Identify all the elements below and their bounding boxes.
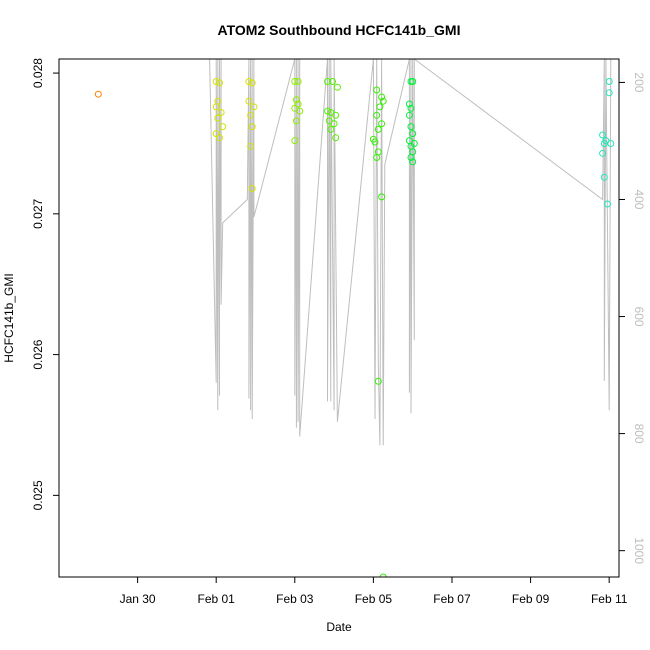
data-point bbox=[374, 125, 382, 133]
data-point bbox=[405, 100, 413, 108]
data-point bbox=[409, 130, 417, 138]
y-tick-label: 0.028 bbox=[31, 58, 45, 88]
data-point bbox=[378, 120, 386, 128]
data-point bbox=[599, 131, 607, 139]
data-point bbox=[294, 78, 302, 85]
y-tick-label: 0.026 bbox=[31, 339, 45, 369]
data-point bbox=[291, 137, 299, 145]
data-point bbox=[371, 138, 379, 146]
data-point bbox=[332, 134, 340, 142]
data-point bbox=[247, 142, 255, 150]
data-point bbox=[374, 377, 382, 385]
data-point bbox=[407, 104, 415, 112]
data-point bbox=[291, 78, 299, 85]
data-point bbox=[245, 97, 253, 105]
data-point bbox=[214, 114, 222, 122]
data-point bbox=[600, 173, 608, 181]
data-point bbox=[296, 107, 304, 115]
data-point bbox=[94, 90, 102, 98]
right-tick-label: 400 bbox=[632, 189, 646, 209]
data-point bbox=[212, 78, 220, 85]
right-tick-label: 600 bbox=[632, 307, 646, 327]
data-point bbox=[330, 120, 338, 128]
x-tick-label: Feb 03 bbox=[276, 592, 314, 606]
data-point bbox=[329, 78, 336, 85]
data-point bbox=[212, 103, 220, 111]
data-point bbox=[607, 140, 615, 147]
data-point bbox=[379, 573, 387, 577]
data-point bbox=[217, 109, 225, 116]
data-point bbox=[324, 78, 331, 85]
data-point bbox=[409, 158, 417, 166]
data-point bbox=[604, 200, 611, 208]
data-point bbox=[294, 100, 302, 108]
data-point bbox=[407, 154, 415, 161]
data-point bbox=[379, 97, 387, 105]
x-tick-label: Jan 30 bbox=[120, 592, 156, 606]
data-point bbox=[248, 123, 256, 131]
data-point bbox=[605, 78, 613, 85]
x-tick-label: Feb 01 bbox=[198, 592, 236, 606]
data-point bbox=[245, 78, 253, 85]
x-tick-label: Feb 11 bbox=[591, 592, 628, 606]
x-tick-label: Feb 05 bbox=[355, 592, 393, 606]
chart-title: ATOM2 Southbound HCFC141b_GMI bbox=[218, 22, 461, 38]
x-axis-label: Date bbox=[326, 620, 352, 634]
data-point bbox=[247, 111, 255, 119]
data-point bbox=[373, 154, 381, 161]
data-point bbox=[409, 78, 417, 85]
data-point bbox=[216, 79, 223, 87]
data-point bbox=[248, 185, 256, 192]
data-point bbox=[373, 111, 381, 119]
data-point bbox=[605, 89, 613, 97]
pressure-trace-layer bbox=[143, 59, 612, 446]
points-layer bbox=[94, 78, 615, 577]
data-point bbox=[248, 79, 256, 87]
data-point bbox=[332, 111, 340, 119]
y-tick-label: 0.025 bbox=[31, 480, 45, 510]
y-tick-label: 0.027 bbox=[31, 198, 45, 228]
data-point bbox=[378, 93, 386, 101]
data-point bbox=[376, 103, 384, 111]
x-tick-label: Feb 07 bbox=[433, 592, 471, 606]
data-point bbox=[292, 117, 300, 125]
right-tick-label: 200 bbox=[632, 72, 646, 92]
data-point bbox=[212, 130, 220, 138]
right-tick-label: 800 bbox=[632, 424, 646, 444]
pressure-trace-line bbox=[143, 59, 612, 446]
data-point bbox=[599, 149, 607, 157]
data-point bbox=[324, 107, 331, 115]
data-point bbox=[327, 125, 335, 133]
x-tick-label: Feb 09 bbox=[512, 592, 550, 606]
y-axis-label: HCFC141b_GMI bbox=[2, 273, 16, 362]
data-point bbox=[407, 123, 415, 131]
data-point bbox=[219, 123, 227, 131]
data-point bbox=[373, 86, 381, 94]
data-point bbox=[216, 134, 223, 142]
plot-frame bbox=[58, 58, 620, 578]
data-point bbox=[405, 111, 413, 119]
data-point bbox=[378, 193, 386, 201]
data-point bbox=[333, 83, 341, 91]
data-point bbox=[250, 103, 258, 111]
data-point bbox=[292, 96, 300, 104]
axes-layer: Jan 30 Feb 01 Feb 03 Feb 05 Feb 07 Feb 09 Feb … bbox=[31, 58, 646, 606]
right-tick-label: 1000 bbox=[632, 537, 646, 564]
